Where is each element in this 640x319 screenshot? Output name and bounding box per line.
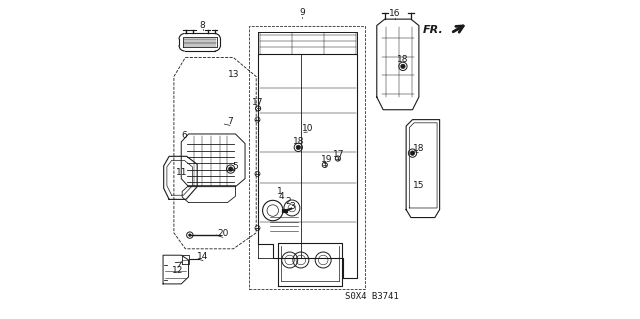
Text: 7: 7 — [227, 117, 233, 126]
Text: 8: 8 — [200, 21, 205, 30]
Circle shape — [228, 167, 233, 171]
Text: 10: 10 — [301, 124, 313, 133]
Text: FR.: FR. — [423, 25, 444, 35]
Circle shape — [410, 151, 415, 155]
Text: 11: 11 — [176, 168, 188, 177]
Text: 2: 2 — [285, 197, 291, 206]
Text: 15: 15 — [413, 181, 424, 190]
Text: 4: 4 — [279, 192, 285, 201]
Circle shape — [296, 145, 301, 150]
Text: 20: 20 — [217, 229, 228, 238]
Circle shape — [401, 64, 405, 69]
Text: 13: 13 — [227, 70, 239, 78]
Text: 17: 17 — [252, 98, 264, 107]
Text: 3: 3 — [290, 202, 296, 211]
Text: 14: 14 — [197, 252, 209, 261]
Text: 18: 18 — [413, 144, 424, 153]
Text: 18: 18 — [397, 56, 409, 64]
Text: 16: 16 — [389, 9, 401, 18]
Text: 6: 6 — [182, 131, 188, 140]
Text: 18: 18 — [292, 137, 304, 146]
Text: 12: 12 — [172, 266, 183, 275]
Text: S0X4 B3741: S0X4 B3741 — [345, 292, 399, 300]
Text: 1: 1 — [277, 187, 283, 196]
Circle shape — [188, 234, 191, 237]
Text: 19: 19 — [321, 155, 332, 164]
Text: 17: 17 — [333, 150, 345, 159]
Text: 5: 5 — [232, 162, 238, 171]
Text: 9: 9 — [300, 8, 305, 17]
